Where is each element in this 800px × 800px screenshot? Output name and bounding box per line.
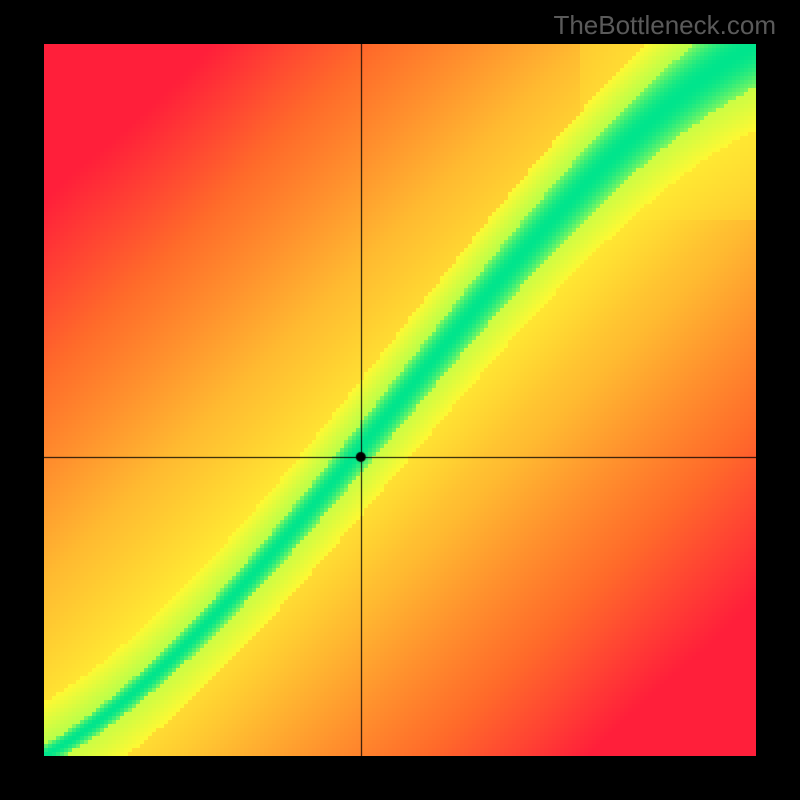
watermark-text: TheBottleneck.com xyxy=(553,10,776,41)
crosshair-overlay xyxy=(44,44,756,756)
